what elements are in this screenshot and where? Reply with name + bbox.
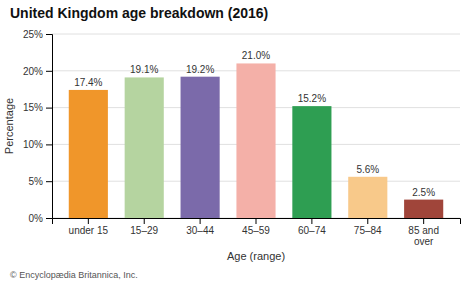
x-tick-label-line: 15–29 xyxy=(130,225,158,236)
x-tick-label: 85 andover xyxy=(408,225,439,247)
y-tick: 10% xyxy=(23,139,52,150)
y-tick: 0% xyxy=(29,213,52,224)
data-label: 5.6% xyxy=(356,164,379,175)
y-tick: 25% xyxy=(23,29,52,40)
x-tick: 15–29 xyxy=(130,218,158,236)
grid-line xyxy=(52,34,460,35)
y-tick-mark xyxy=(46,144,52,145)
bar xyxy=(125,77,164,218)
y-axis: 0% 5% 10% 15% 20% 25% xyxy=(23,29,53,224)
data-label: 2.5% xyxy=(412,187,435,198)
y-tick-label: 20% xyxy=(23,66,43,77)
x-axis-line xyxy=(53,219,461,225)
x-tick: under 15 xyxy=(69,218,109,236)
x-tick-label: under 15 xyxy=(69,225,109,236)
plot: 17.4% 19.1% 19.2% 21.0% 15.2% 5.6% 2.5% 0% 5% 10%… xyxy=(23,29,461,247)
y-tick-mark xyxy=(46,71,52,72)
bar xyxy=(181,77,220,218)
data-label: 15.2% xyxy=(298,93,326,104)
x-tick-label-line: 30–44 xyxy=(186,225,214,236)
data-label: 17.4% xyxy=(74,77,102,88)
y-axis-line xyxy=(46,35,53,219)
x-tick-label: 15–29 xyxy=(130,225,158,236)
x-tick: 75–84 xyxy=(354,218,382,236)
bar xyxy=(69,90,108,218)
x-tick-mark xyxy=(256,218,257,224)
y-tick-label: 15% xyxy=(23,102,43,113)
y-tick-label: 25% xyxy=(23,29,43,40)
footer: © Encyclopædia Britannica, Inc. xyxy=(10,270,138,280)
bar xyxy=(292,106,331,218)
y-tick-mark xyxy=(46,108,52,109)
y-axis-title: Percentage xyxy=(3,98,15,154)
x-tick: 30–44 xyxy=(186,218,214,236)
x-tick-label: 75–84 xyxy=(354,225,382,236)
x-tick-mark xyxy=(311,218,312,224)
x-tick-mark xyxy=(367,218,368,224)
y-tick-label: 5% xyxy=(29,176,44,187)
y-tick: 20% xyxy=(23,66,52,77)
x-tick-label-line: 60–74 xyxy=(298,225,326,236)
x-tick-mark xyxy=(144,218,145,224)
y-tick: 5% xyxy=(29,176,52,187)
x-tick-label-line: under 15 xyxy=(69,225,109,236)
x-tick-label-line: 85 and xyxy=(408,225,439,236)
bar xyxy=(236,63,275,218)
x-tick-mark xyxy=(88,218,89,224)
x-tick-label: 45–59 xyxy=(242,225,270,236)
data-labels: 17.4% 19.1% 19.2% 21.0% 15.2% 5.6% 2.5% xyxy=(74,50,435,197)
grid xyxy=(52,34,460,218)
x-axis: under 15 15–29 30–44 45–59 60–74 75–84 85 ando… xyxy=(53,218,461,247)
x-tick-label-line: 45–59 xyxy=(242,225,270,236)
bar xyxy=(348,177,387,218)
bars xyxy=(69,63,443,218)
y-tick-mark xyxy=(46,34,52,35)
x-axis-title: Age (range) xyxy=(227,250,285,262)
x-tick-mark xyxy=(423,218,424,224)
data-label: 19.2% xyxy=(186,64,214,75)
x-tick-mark xyxy=(200,218,201,224)
x-tick-label: 30–44 xyxy=(186,225,214,236)
data-label: 19.1% xyxy=(130,64,158,75)
x-tick: 60–74 xyxy=(298,218,326,236)
x-tick: 45–59 xyxy=(242,218,270,236)
y-tick-label: 0% xyxy=(29,213,44,224)
x-tick-label-line: 75–84 xyxy=(354,225,382,236)
y-tick-label: 10% xyxy=(23,139,43,150)
chart: United Kingdom age breakdown (2016) 17.4%… xyxy=(0,0,474,284)
x-tick-label-line: over xyxy=(414,236,434,247)
y-tick: 15% xyxy=(23,102,52,113)
y-tick-mark xyxy=(46,218,52,219)
title: United Kingdom age breakdown (2016) xyxy=(10,5,268,21)
x-tick: 85 andover xyxy=(408,218,439,247)
bar xyxy=(404,200,443,218)
x-tick-label: 60–74 xyxy=(298,225,326,236)
data-label: 21.0% xyxy=(242,50,270,61)
y-tick-mark xyxy=(46,181,52,182)
